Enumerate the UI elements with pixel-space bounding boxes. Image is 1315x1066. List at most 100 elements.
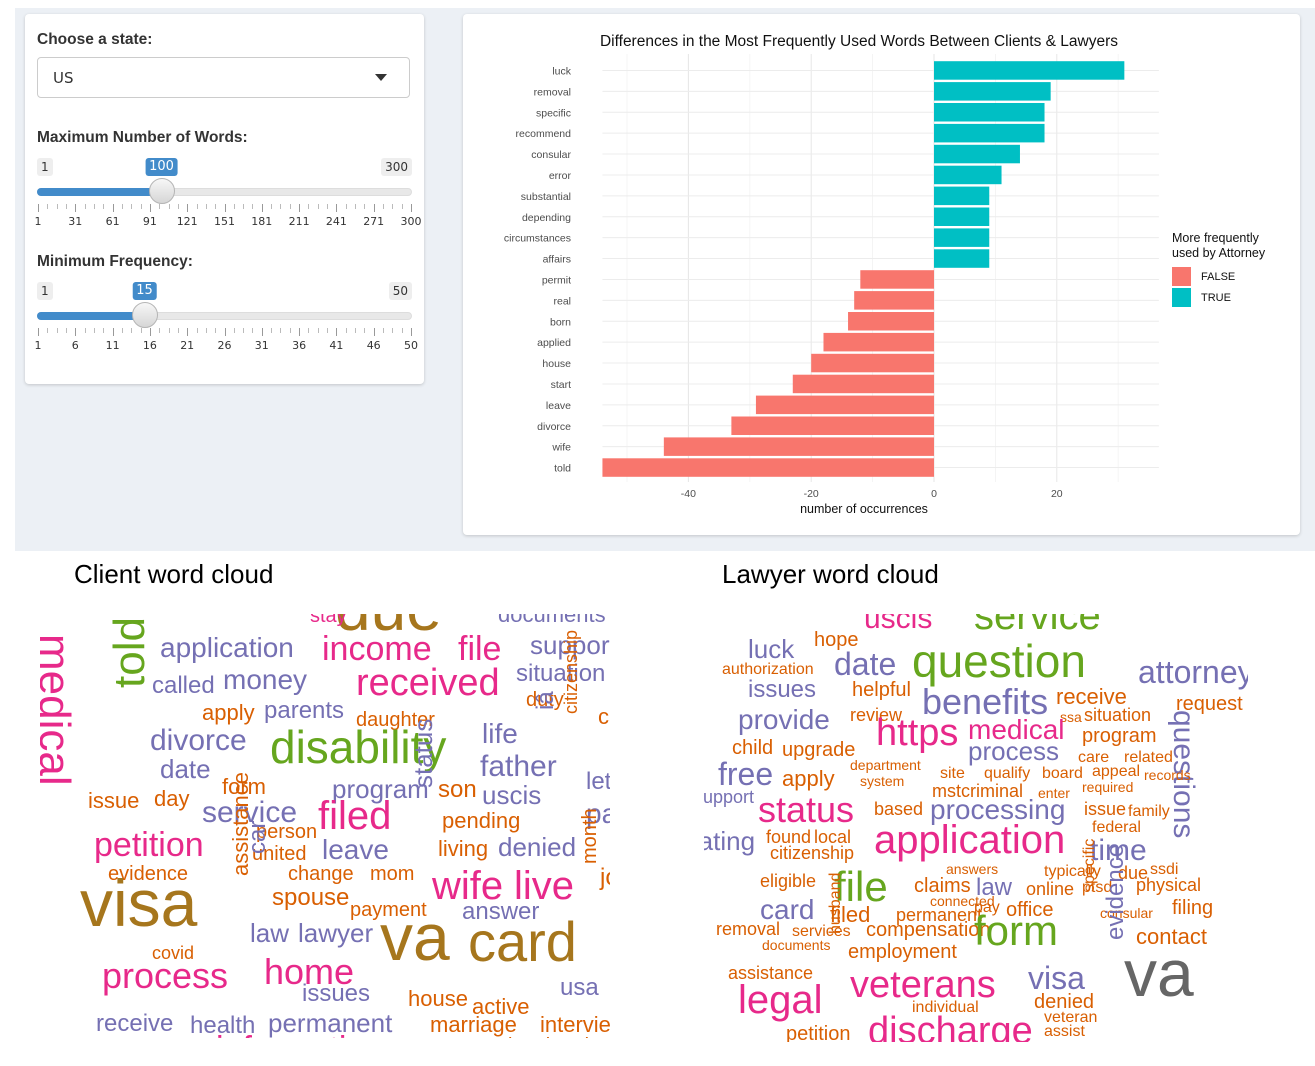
y-tick-label: house: [542, 358, 571, 370]
slider-value-bubble: 15: [132, 282, 157, 300]
cloud-word: evidence: [108, 863, 189, 885]
slider-minor-tick: [65, 204, 67, 209]
slider-minor-tick: [289, 328, 291, 333]
cloud-word: documents: [762, 937, 831, 953]
chevron-down-icon: [375, 74, 387, 81]
bar-consular: [934, 144, 1020, 164]
cloud-word: called: [152, 672, 215, 699]
y-tick-label: circumstances: [504, 233, 571, 245]
cloud-word: individual: [912, 999, 979, 1016]
slider-minor-tick: [383, 204, 385, 209]
cloud-word: united: [252, 843, 307, 865]
y-tick-label: removal: [534, 86, 571, 98]
min-frequency-slider[interactable]: 1 50 15 1 6 11 16 21 26 31 36 41 46 50: [35, 282, 418, 352]
state-select[interactable]: US: [37, 57, 410, 98]
cloud-word: qualify: [984, 765, 1031, 782]
slider-minor-tick: [355, 204, 357, 209]
cloud-word: money: [223, 664, 308, 695]
x-tick-label: -40: [681, 488, 696, 500]
slider-minor-tick: [345, 204, 347, 209]
max-words-slider[interactable]: 1 300 100 1 31 61 91 121 151 181 211 241 271 300: [35, 158, 422, 228]
bar-told: [602, 458, 934, 477]
slider-minor-tick: [215, 204, 217, 209]
cloud-word: month: [579, 808, 601, 864]
y-tick-label: substantial: [521, 191, 571, 203]
cloud-word: petition: [786, 1023, 851, 1042]
cloud-word: issue: [88, 788, 140, 813]
slider-minor-tick: [168, 204, 170, 209]
slider-major-tick: [336, 204, 338, 212]
cloud-word: husband: [827, 872, 844, 934]
cloud-word: citizenship: [770, 843, 855, 863]
slider-minor-tick: [289, 204, 291, 209]
slider-tick-label: 21: [180, 339, 195, 352]
cloud-word: discharge: [868, 1010, 1033, 1042]
slider-handle[interactable]: [148, 178, 175, 204]
slider-minor-tick: [196, 204, 198, 209]
client-word-cloud: due documents stay medical application income…: [40, 614, 610, 1038]
lawyer-word-cloud: uscis service luck hope date question attorney…: [704, 614, 1248, 1042]
cloud-word: iâ: [532, 691, 559, 710]
cloud-word: father: [480, 750, 557, 783]
slider-minor-tick: [177, 328, 179, 333]
slider-handle[interactable]: [131, 302, 158, 328]
slider-minor-tick: [308, 328, 310, 333]
slider-tick-label: 41: [329, 339, 344, 352]
cloud-word: consular: [1100, 905, 1153, 921]
slider-minor-tick: [383, 328, 385, 333]
cloud-word: home: [264, 951, 355, 992]
slider-minor-tick: [401, 328, 403, 333]
cloud-word: required: [1082, 779, 1134, 795]
slider-minor-tick: [355, 328, 357, 333]
cloud-word: issues: [302, 980, 371, 1007]
cloud-word: physical: [1136, 875, 1202, 895]
legend-title: More frequently: [1172, 231, 1260, 245]
slider-min-label: 1: [37, 282, 53, 300]
cloud-word: visa: [80, 866, 198, 940]
cloud-word: application: [874, 818, 1066, 862]
cloud-word: va: [1124, 936, 1194, 1010]
cloud-word: system: [860, 773, 905, 789]
cloud-word: veterans: [850, 964, 996, 1006]
slider-tick-label: 46: [366, 339, 381, 352]
cloud-word: situation: [516, 660, 606, 687]
cloud-word: compensation: [866, 919, 991, 941]
slider-minor-tick: [205, 328, 207, 333]
cloud-word: visa: [1028, 960, 1085, 996]
cloud-word: time: [1090, 834, 1147, 867]
x-tick-label: 0: [931, 488, 937, 500]
slider-minor-tick: [243, 204, 245, 209]
cloud-word: daughter: [356, 709, 435, 731]
cloud-word: usa: [560, 974, 599, 1001]
slider-minor-tick: [317, 328, 319, 333]
slider-minor-tick: [103, 204, 105, 209]
cloud-word: form: [974, 907, 1058, 954]
slider-major-tick: [336, 328, 338, 336]
cloud-word: uscis: [482, 780, 542, 810]
cloud-word: card: [760, 894, 815, 925]
cloud-word: medical: [968, 714, 1065, 745]
slider-minor-tick: [93, 328, 95, 333]
cloud-word: law: [250, 918, 290, 948]
slider-major-tick: [411, 328, 412, 336]
slider-tick-label: 31: [68, 215, 83, 228]
slider-minor-tick: [84, 328, 86, 333]
cloud-word: answers: [946, 861, 999, 877]
cloud-word: due: [1118, 863, 1149, 883]
cloud-word: records: [1144, 767, 1191, 783]
slider-minor-tick: [252, 204, 254, 209]
cloud-word: mstcriminal: [932, 781, 1024, 801]
cloud-word: active: [472, 994, 530, 1019]
x-tick-label: -20: [804, 488, 819, 500]
bar-divorce: [731, 416, 934, 435]
cloud-word: contact: [1136, 924, 1207, 949]
slider-minor-tick: [271, 204, 273, 209]
cloud-word: denied: [1034, 991, 1095, 1013]
slider-fill: [37, 312, 145, 320]
slider-major-tick: [75, 204, 77, 212]
cloud-word: connected: [930, 893, 995, 909]
state-select-value: US: [53, 69, 74, 87]
cloud-word: issue: [1084, 799, 1127, 819]
cloud-word: duty: [526, 689, 564, 711]
y-tick-label: specific: [536, 107, 571, 119]
